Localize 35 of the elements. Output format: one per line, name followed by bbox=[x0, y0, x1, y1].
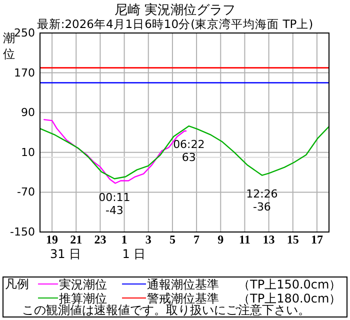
text: この観測値は速報値です。取り扱いにご注意下さい。 bbox=[22, 303, 310, 317]
annotation: 06:22 63 bbox=[173, 138, 205, 164]
x-tick-label: 7 bbox=[194, 232, 200, 247]
x-tick-label: 5 bbox=[169, 232, 176, 247]
text: （TP上180.0cm） bbox=[238, 292, 342, 306]
text: 1 日 bbox=[122, 247, 146, 261]
x-tick-label: 11 bbox=[239, 232, 250, 247]
chart-subtitle: 最新:2026年4月1日6時10分(東京湾平均海面 TP上) bbox=[36, 17, 314, 31]
x-tick-label: 17 bbox=[310, 232, 323, 247]
y-tick-label: 10 bbox=[21, 146, 35, 159]
y-axis-title: 潮位 bbox=[3, 31, 15, 61]
y-tick-label: 170 bbox=[14, 66, 35, 80]
text: 31 日 bbox=[50, 247, 82, 261]
y-tick-label: -150 bbox=[10, 226, 35, 239]
x-tick-label: 1 bbox=[121, 232, 128, 247]
legend-label: 推算潮位 bbox=[59, 292, 107, 306]
line-series bbox=[39, 125, 330, 180]
x-tick-label: 21 bbox=[70, 232, 82, 247]
legend-label: 実況潮位 bbox=[59, 278, 107, 292]
x-tick-label: 23 bbox=[94, 232, 106, 247]
annotation: 12:26 -36 bbox=[246, 187, 278, 214]
legend-label: 通報潮位基準 bbox=[147, 278, 219, 292]
legend-label: 警戒潮位基準 bbox=[147, 292, 219, 306]
x-tick-label: 9 bbox=[218, 232, 224, 247]
text: （TP上150.0cm） bbox=[238, 278, 342, 292]
chart-title: 尼崎 実況潮位グラフ bbox=[114, 2, 236, 18]
y-tick-label: -70 bbox=[17, 186, 35, 199]
y-tick-label: 250 bbox=[14, 26, 35, 40]
x-tick-label: 19 bbox=[46, 232, 58, 247]
y-tick-label: 90 bbox=[21, 106, 35, 120]
legend-title: 凡例 bbox=[5, 277, 29, 291]
annotation: 00:11 -43 bbox=[98, 190, 130, 217]
x-tick-label: 15 bbox=[286, 232, 299, 247]
x-tick-label: 13 bbox=[262, 232, 275, 247]
x-tick-label: 3 bbox=[145, 232, 152, 247]
